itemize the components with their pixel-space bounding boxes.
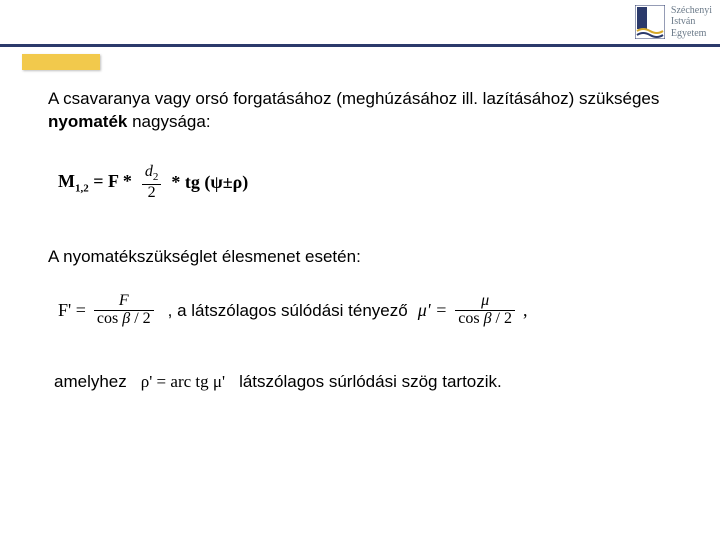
slide-content: A csavaranya vagy orsó forgatásához (meg… bbox=[48, 88, 680, 392]
line-4: amelyhez ρ' = arc tg μ' látszólagos súrl… bbox=[54, 372, 680, 392]
slide-header: Széchenyi István Egyetem bbox=[0, 0, 720, 44]
university-logo: Széchenyi István Egyetem bbox=[635, 5, 712, 40]
eq1-rho: ρ bbox=[233, 172, 243, 192]
line4-b: látszólagos súrlódási szög tartozik. bbox=[239, 372, 502, 392]
line-3: F' = F cos β / 2 , a látszólagos súlódás… bbox=[58, 293, 680, 328]
paragraph-2: A nyomatékszükséglet élesmenet esetén: bbox=[48, 247, 680, 267]
logo-line2: István bbox=[671, 16, 712, 28]
eq1-den: 2 bbox=[145, 185, 159, 202]
eq2-lhs: F' = bbox=[58, 300, 86, 321]
eq3-fraction: μ cos β / 2 bbox=[455, 293, 515, 328]
header-divider bbox=[0, 44, 720, 47]
p1-text-b: nagysága: bbox=[127, 112, 210, 131]
equation-2: F' = F cos β / 2 bbox=[58, 293, 158, 328]
eq3-den-beta: β bbox=[484, 310, 492, 327]
eq2-den-a: cos bbox=[97, 310, 122, 327]
p1-bold: nyomaték bbox=[48, 112, 127, 131]
p1-text-a: A csavaranya vagy orsó forgatásához (meg… bbox=[48, 89, 659, 108]
paragraph-1: A csavaranya vagy orsó forgatásához (meg… bbox=[48, 88, 680, 134]
eq3-den-b: / 2 bbox=[492, 310, 512, 327]
logo-text: Széchenyi István Egyetem bbox=[671, 5, 712, 40]
eq2-den-b: / 2 bbox=[130, 310, 150, 327]
eq1-fraction: d2 2 bbox=[142, 164, 162, 202]
eq1-psi: ψ bbox=[210, 172, 222, 192]
eq1-eq: = F * bbox=[93, 171, 132, 191]
eq1-lhs: M bbox=[58, 171, 75, 191]
eq2-num: F bbox=[116, 293, 132, 310]
eq1-lhs-sub: 1,2 bbox=[75, 182, 89, 194]
eq1-num: d bbox=[145, 163, 153, 180]
eq2-fraction: F cos β / 2 bbox=[94, 293, 154, 328]
line4-a: amelyhez bbox=[54, 372, 127, 392]
eq2-den-beta: β bbox=[122, 310, 130, 327]
logo-mark-icon bbox=[635, 5, 665, 39]
logo-line3: Egyetem bbox=[671, 28, 712, 40]
accent-bar bbox=[22, 54, 100, 70]
eq3-num: μ bbox=[478, 293, 492, 310]
eq1-num-sub: 2 bbox=[153, 171, 159, 183]
equation-3: μ' = μ cos β / 2 , bbox=[418, 293, 528, 328]
equation-4: ρ' = arc tg μ' bbox=[141, 372, 225, 392]
eq1-tail-b: ) bbox=[242, 172, 248, 192]
eq1-tail-a: * tg ( bbox=[171, 172, 210, 192]
equation-1: M1,2 = F * d2 2 * tg (ψ±ρ) bbox=[58, 164, 680, 202]
eq1-pm: ± bbox=[223, 172, 233, 192]
mid-text: , a látszólagos súlódási tényező bbox=[168, 301, 408, 321]
eq3-den-a: cos bbox=[458, 310, 483, 327]
eq3-tail: , bbox=[523, 300, 528, 321]
logo-line1: Széchenyi bbox=[671, 5, 712, 17]
eq3-lhs: μ' = bbox=[418, 300, 448, 321]
